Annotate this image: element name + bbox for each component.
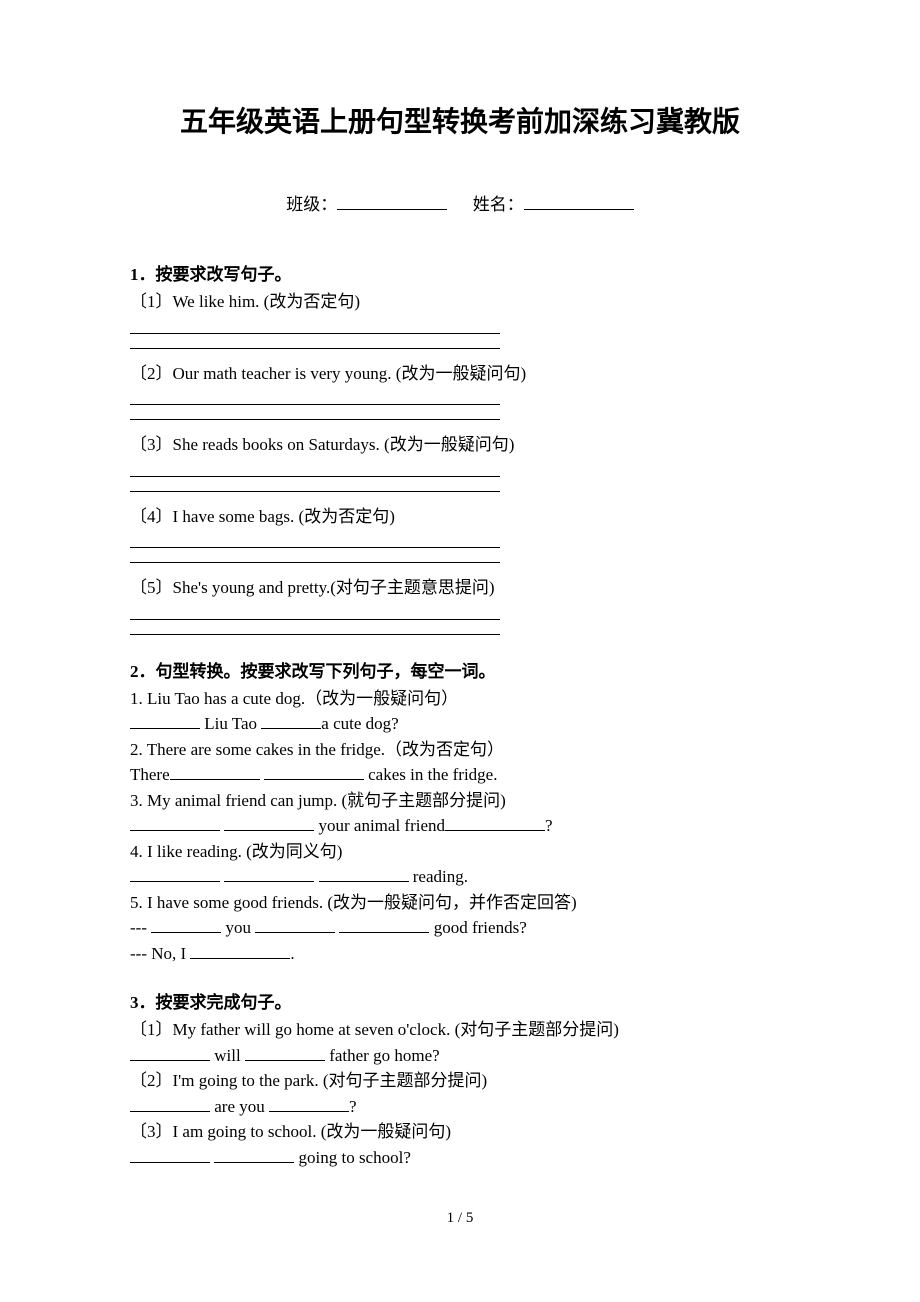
- s3-q2: 〔2〕I'm going to the park. (对句子主题部分提问): [130, 1068, 790, 1094]
- name-blank: [524, 192, 634, 210]
- s3-a1: will father go home?: [130, 1043, 790, 1069]
- s2-q5: 5. I have some good friends. (改为一般疑问句，并作…: [130, 890, 790, 916]
- s2-a5a: --- you good friends?: [130, 915, 790, 941]
- fill-blank: [445, 813, 545, 831]
- name-label: 姓名：: [473, 195, 524, 214]
- s2-a4: reading.: [130, 864, 790, 890]
- s2-q2: 2. There are some cakes in the fridge.（改…: [130, 737, 790, 763]
- s2-a1: Liu Tao a cute dog?: [130, 711, 790, 737]
- answer-blank: [130, 550, 500, 563]
- answer-blank: [130, 533, 500, 548]
- page-title: 五年级英语上册句型转换考前加深练习冀教版: [130, 100, 790, 140]
- section-2-head: 2．句型转换。按要求改写下列句子，每空一词。: [130, 657, 790, 682]
- fill-blank: [130, 711, 200, 729]
- fill-blank: [130, 813, 220, 831]
- fill-blank: [130, 864, 220, 882]
- fill-blank: [245, 1043, 325, 1061]
- fill-blank: [261, 711, 321, 729]
- fill-blank: [224, 813, 314, 831]
- fill-blank: [319, 864, 409, 882]
- fill-blank: [170, 762, 260, 780]
- answer-blank: [130, 479, 500, 492]
- section-1-head: 1．按要求改写句子。: [130, 260, 790, 285]
- s2-a5b: --- No, I .: [130, 941, 790, 967]
- answer-blank: [130, 390, 500, 405]
- document-page: 五年级英语上册句型转换考前加深练习冀教版 班级： 姓名： 1．按要求改写句子。 …: [0, 0, 920, 1267]
- fill-blank: [224, 864, 314, 882]
- class-blank: [337, 192, 447, 210]
- s2-q3: 3. My animal friend can jump. (就句子主题部分提问…: [130, 788, 790, 814]
- fill-blank: [130, 1094, 210, 1112]
- answer-blank: [130, 319, 500, 334]
- fill-blank: [264, 762, 364, 780]
- s1-q3: 〔3〕She reads books on Saturdays. (改为一般疑问…: [130, 432, 790, 458]
- fill-blank: [269, 1094, 349, 1112]
- s2-q1: 1. Liu Tao has a cute dog.（改为一般疑问句）: [130, 686, 790, 712]
- s2-q4: 4. I like reading. (改为同义句): [130, 839, 790, 865]
- fill-blank: [190, 941, 290, 959]
- s3-q1: 〔1〕My father will go home at seven o'clo…: [130, 1017, 790, 1043]
- fill-blank: [130, 1043, 210, 1061]
- s1-q4: 〔4〕I have some bags. (改为否定句): [130, 504, 790, 530]
- meta-row: 班级： 姓名：: [130, 190, 790, 215]
- s3-a2: are you ?: [130, 1094, 790, 1120]
- answer-blank: [130, 407, 500, 420]
- s1-q2: 〔2〕Our math teacher is very young. (改为一般…: [130, 361, 790, 387]
- class-label: 班级：: [286, 195, 337, 214]
- fill-blank: [339, 915, 429, 933]
- fill-blank: [255, 915, 335, 933]
- answer-blank: [130, 622, 500, 635]
- s1-q5: 〔5〕She's young and pretty.(对句子主题意思提问): [130, 575, 790, 601]
- s3-a3: going to school?: [130, 1145, 790, 1171]
- fill-blank: [151, 915, 221, 933]
- fill-blank: [130, 1145, 210, 1163]
- s2-a3: your animal friend?: [130, 813, 790, 839]
- s2-a2: There cakes in the fridge.: [130, 762, 790, 788]
- page-number: 1 / 5: [130, 1210, 790, 1227]
- s3-q3: 〔3〕I am going to school. (改为一般疑问句): [130, 1119, 790, 1145]
- fill-blank: [214, 1145, 294, 1163]
- answer-blank: [130, 336, 500, 349]
- answer-blank: [130, 462, 500, 477]
- answer-blank: [130, 605, 500, 620]
- section-3-head: 3．按要求完成句子。: [130, 988, 790, 1013]
- s1-q1: 〔1〕We like him. (改为否定句): [130, 289, 790, 315]
